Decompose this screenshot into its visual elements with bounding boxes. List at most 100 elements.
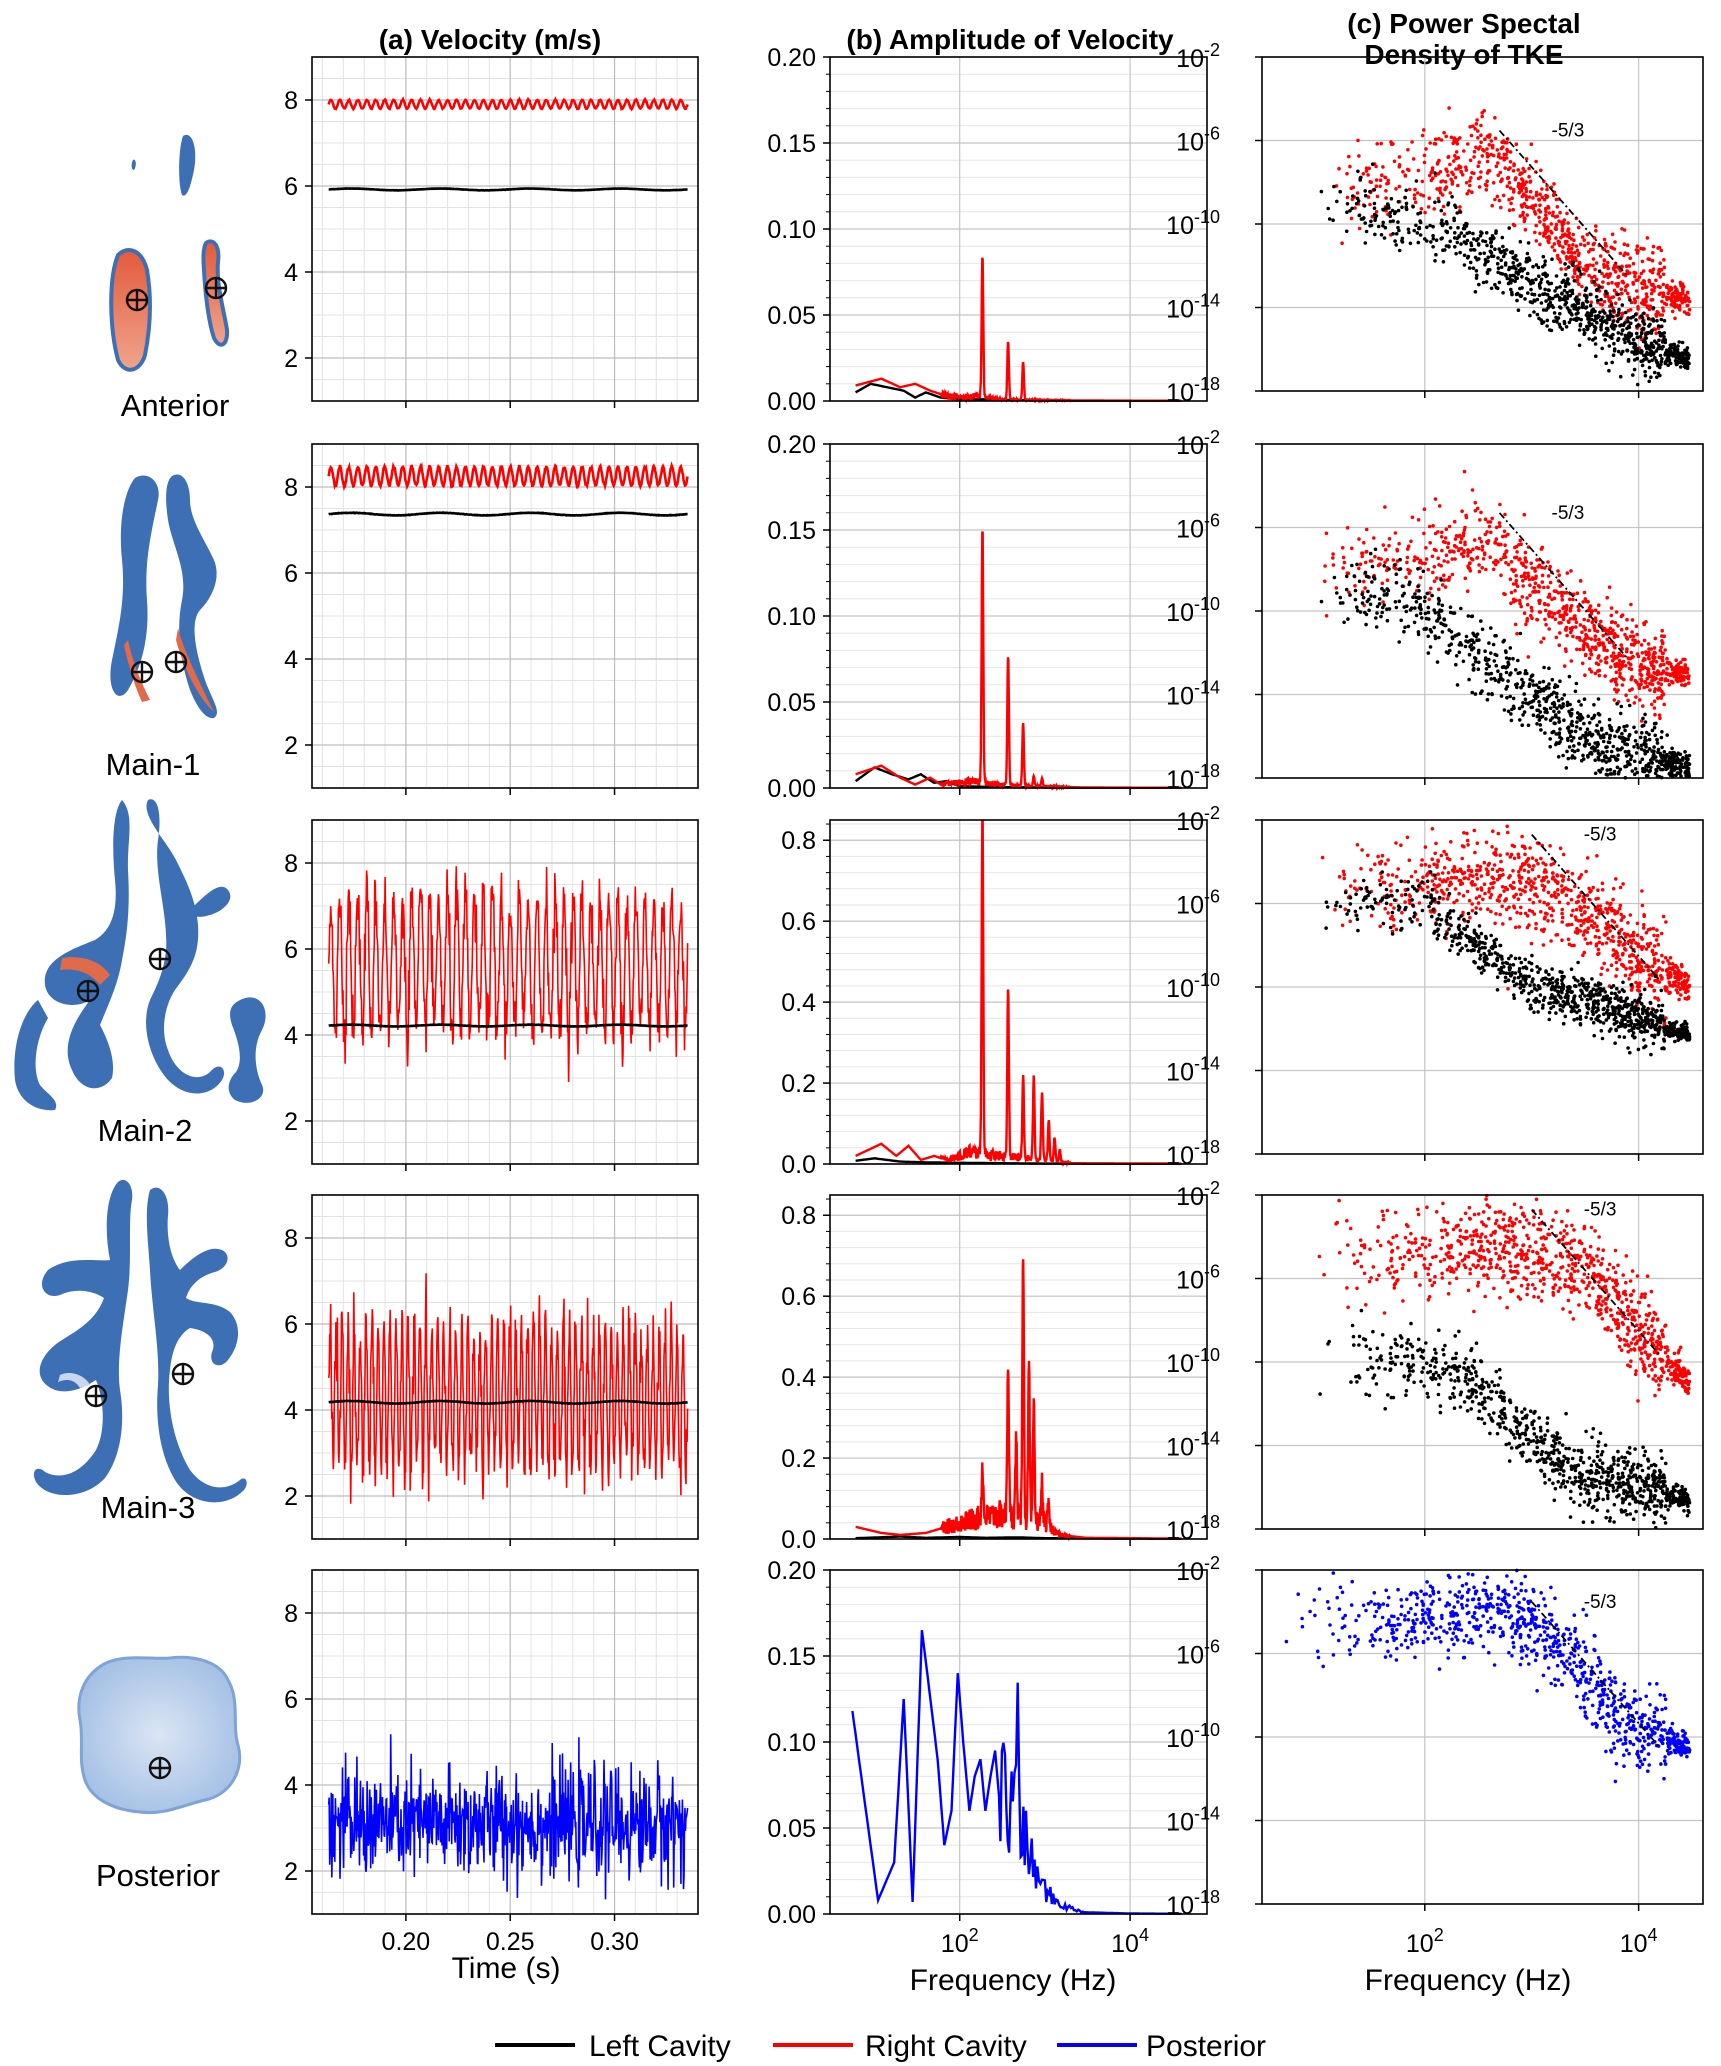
scatter-point — [1596, 662, 1601, 667]
scatter-point — [1685, 769, 1690, 773]
scatter-point — [1381, 220, 1385, 225]
scatter-point — [1558, 846, 1563, 851]
scatter-point — [1650, 682, 1655, 687]
scatter-point — [1677, 296, 1682, 300]
scatter-point — [1448, 226, 1453, 230]
scatter-point — [1546, 880, 1551, 884]
scatter-point — [1639, 935, 1644, 940]
scatter-point — [1668, 956, 1673, 960]
scatter-point — [1557, 900, 1562, 904]
scatter-point — [1649, 674, 1654, 678]
scatter-point — [1539, 856, 1543, 861]
scatter-point — [1576, 928, 1580, 933]
scatter-point — [1584, 733, 1588, 737]
scatter-point — [1562, 221, 1566, 226]
scatter-point — [1605, 749, 1609, 754]
scatter-point — [1558, 727, 1562, 731]
scatter-point — [1640, 903, 1645, 908]
scatter-point — [1651, 926, 1656, 931]
scatter-point — [1427, 864, 1432, 868]
scatter-point — [1675, 756, 1680, 761]
scatter-point — [1562, 718, 1566, 722]
scatter-point — [1548, 580, 1553, 585]
scatter-point — [1681, 756, 1685, 760]
scatter-point — [1479, 140, 1483, 145]
scatter-point — [1466, 254, 1471, 259]
scatter-point — [1622, 228, 1627, 232]
scatter-point — [1379, 875, 1384, 879]
scatter-point — [1519, 685, 1523, 690]
scatter-point — [1480, 548, 1485, 552]
scatter-point — [1662, 318, 1667, 323]
scatter-point — [1424, 147, 1428, 151]
scatter-point — [1634, 331, 1639, 336]
scatter-point — [1324, 614, 1329, 618]
scatter-point — [1439, 578, 1443, 582]
scatter-point — [1637, 686, 1642, 690]
y-tick-label: 8 — [284, 1225, 298, 1253]
scatter-point — [1673, 669, 1677, 674]
scatter-point — [1533, 566, 1537, 571]
scatter-point — [1427, 173, 1432, 178]
scatter-point — [1555, 286, 1559, 290]
scatter-point — [1661, 651, 1665, 656]
scatter-point — [1615, 967, 1619, 971]
scatter-point — [1674, 658, 1678, 662]
scatter-point — [1577, 608, 1581, 612]
scatter-point — [1607, 717, 1612, 722]
scatter-point — [1514, 142, 1519, 146]
scatter-point — [1524, 189, 1529, 194]
scatter-point — [1638, 735, 1643, 740]
slope-annotation: -5/3 — [1552, 121, 1585, 142]
scatter-point — [1587, 273, 1591, 278]
scatter-point — [1493, 247, 1497, 251]
scatter-point — [1459, 170, 1463, 174]
scatter-point — [1662, 662, 1666, 667]
scatter-point — [1566, 756, 1571, 761]
scatter-point — [1546, 225, 1550, 229]
scatter-point — [1471, 668, 1476, 672]
scatter-point — [1428, 645, 1433, 649]
scatter-point — [1579, 317, 1583, 322]
scatter-point — [1499, 557, 1503, 562]
scatter-point — [1476, 901, 1481, 905]
scatter-point — [1639, 664, 1643, 668]
scatter-point — [1629, 757, 1633, 762]
scatter-point — [1478, 175, 1483, 180]
scatter-point — [1660, 745, 1664, 750]
y-tick-label: 10-2 — [1176, 40, 1220, 73]
scatter-point — [1665, 656, 1669, 661]
scatter-point — [1436, 859, 1440, 864]
scatter-point — [1626, 359, 1631, 363]
scatter-point — [1541, 943, 1546, 947]
scatter-point — [1374, 164, 1378, 169]
scatter-point — [1627, 954, 1632, 958]
scatter-point — [1600, 881, 1605, 886]
scatter-point — [1661, 344, 1665, 349]
scatter-point — [1349, 186, 1354, 190]
scatter-point — [1436, 616, 1441, 621]
scatter-point — [1617, 939, 1621, 944]
scatter-point — [1544, 717, 1548, 721]
scatter-point — [1593, 634, 1598, 638]
scatter-point — [1446, 560, 1450, 564]
scatter-point — [1432, 608, 1436, 612]
scatter-point — [1441, 897, 1445, 901]
scatter-point — [1544, 216, 1549, 221]
scatter-point — [1420, 561, 1425, 565]
y-tick-label: 0.4 — [781, 1364, 816, 1392]
scatter-point — [1587, 628, 1592, 633]
scatter-point — [1488, 268, 1492, 272]
scatter-point — [1419, 863, 1424, 867]
scatter-point — [1684, 760, 1689, 765]
scatter-point — [1450, 170, 1454, 175]
scatter-point — [1622, 242, 1627, 246]
scatter-point — [1603, 243, 1608, 248]
scatter-point — [1493, 136, 1498, 141]
scatter-point — [1352, 574, 1357, 578]
scatter-point — [1541, 254, 1546, 259]
scatter-point — [1630, 970, 1635, 974]
scatter-point — [1604, 361, 1608, 366]
scatter-point — [1462, 263, 1467, 267]
